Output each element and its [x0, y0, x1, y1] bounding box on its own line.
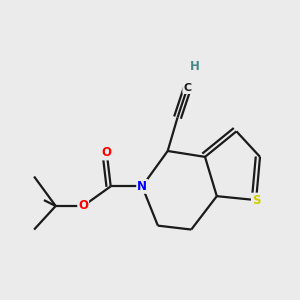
Text: O: O: [102, 146, 112, 159]
Text: O: O: [78, 200, 88, 212]
Text: C: C: [183, 83, 191, 93]
Text: H: H: [190, 60, 200, 73]
Text: N: N: [137, 180, 147, 193]
Text: S: S: [252, 194, 260, 207]
